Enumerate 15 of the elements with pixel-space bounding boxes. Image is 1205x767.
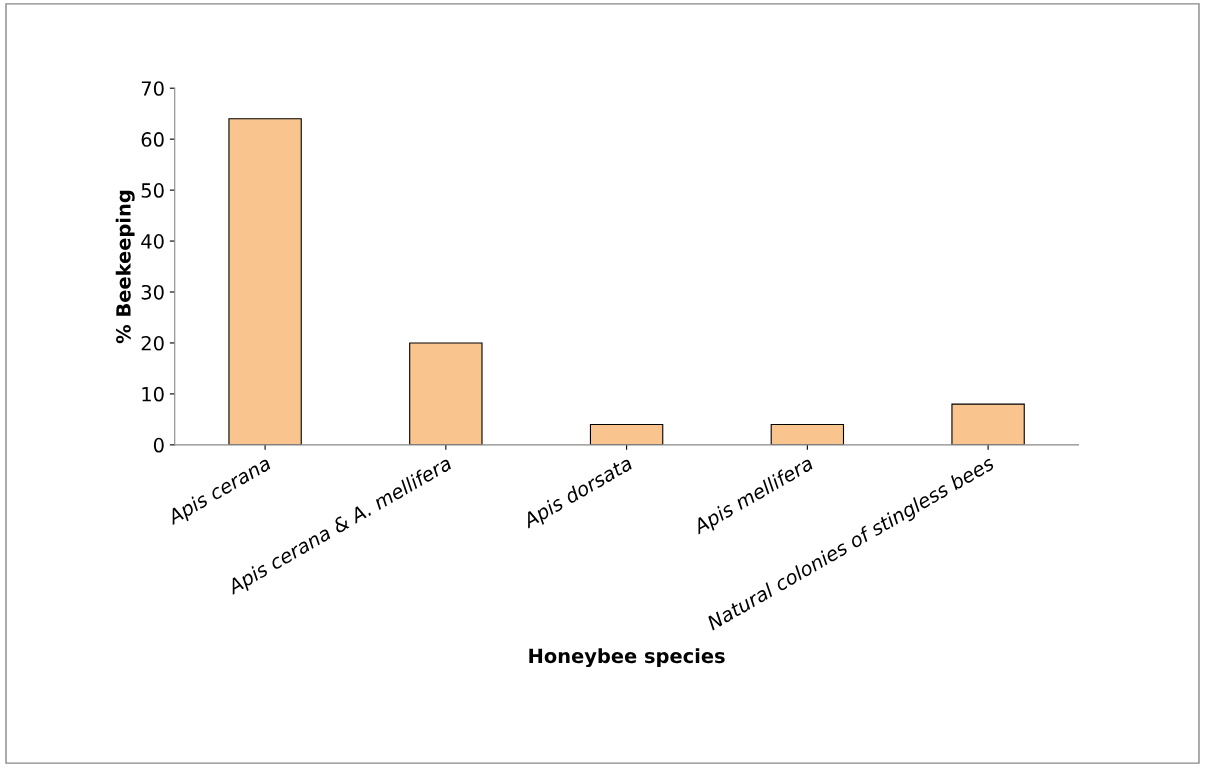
- bar: [228, 118, 302, 445]
- y-tick-label: 0: [153, 437, 164, 453]
- y-tick-label: 60: [141, 132, 164, 147]
- y-tick-label: 20: [141, 335, 164, 351]
- bar: [951, 403, 1025, 445]
- y-tick-label: 40: [141, 234, 164, 249]
- bar: [589, 423, 664, 445]
- bar: [409, 342, 483, 445]
- y-axis-title: % Beekeeping: [115, 190, 135, 344]
- y-tick-label: 70: [141, 81, 164, 96]
- bar: [770, 423, 845, 445]
- y-tick-label: 30: [141, 284, 164, 300]
- y-tick-label: 50: [141, 183, 164, 198]
- y-tick-label: 10: [142, 386, 164, 402]
- x-axis-title: Honeybee species: [529, 648, 725, 668]
